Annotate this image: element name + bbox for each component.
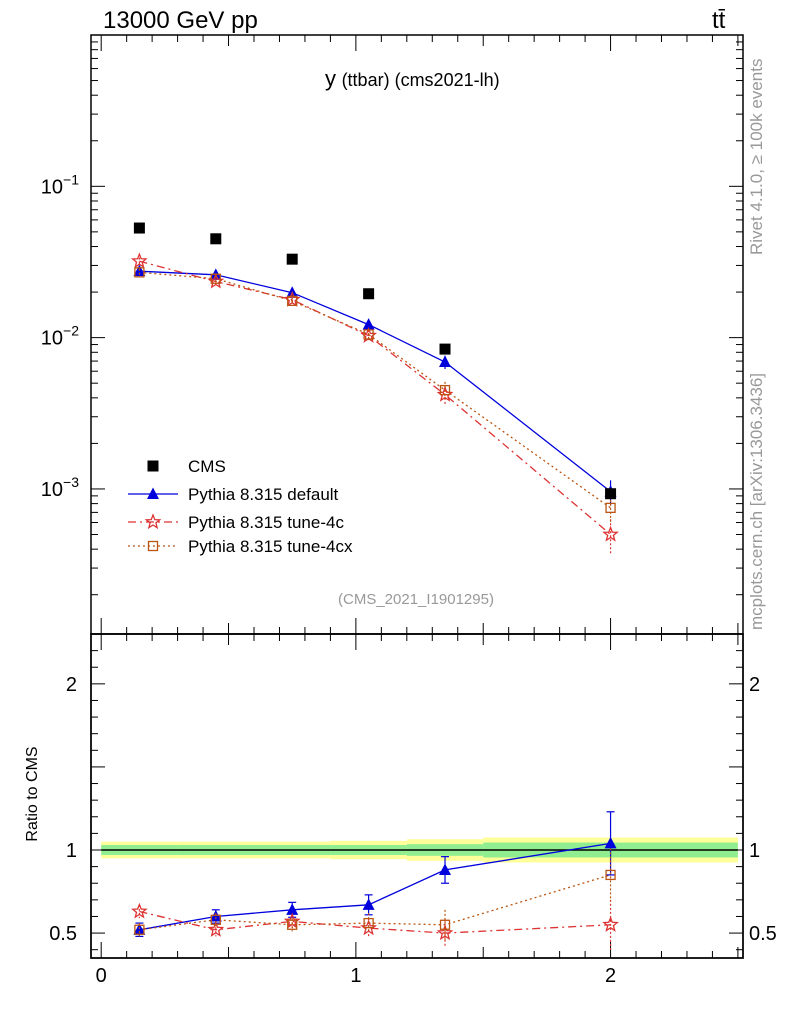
ratio-point-default (286, 903, 299, 915)
main-point-tune4cx (363, 329, 374, 340)
main-line-default (139, 270, 612, 493)
ratio-point-tune4c (283, 912, 301, 929)
ratio-point-default (604, 836, 617, 849)
ratio-xtick-label: 0 (96, 965, 107, 987)
ratio-xtick-label: 1 (350, 965, 361, 987)
ratio-point-tune4c (131, 902, 148, 919)
main-point-tune4cx (134, 267, 145, 278)
plot-title-var: y (325, 66, 336, 91)
legend-marker-cms (147, 460, 159, 472)
legend-marker-tune4cx (147, 540, 159, 552)
main-point-tune4cx (439, 384, 451, 396)
ratio-point-default (362, 898, 375, 910)
ratio-xtick-label: 2 (605, 965, 616, 987)
main-point-cms (286, 253, 298, 265)
ratio-point-tune4c (436, 924, 454, 941)
ratio-line-default (139, 842, 611, 931)
main-point-cms (363, 288, 375, 300)
rivet-label: Rivet 4.1.0, ≥ 100k events (747, 59, 766, 255)
legend-label-cms: CMS (188, 457, 226, 476)
watermark: (CMS_2021_I1901295) (338, 591, 494, 608)
main-ytick-label-base: 10 (41, 176, 63, 198)
ratio-frame-top (90, 633, 744, 959)
ratio-ytick-label-right: 0.5 (749, 923, 777, 945)
ratio-point-tune4c (207, 921, 225, 937)
main-point-tune4cx (210, 273, 221, 284)
legend-label-default: Pythia 8.315 default (188, 485, 339, 504)
ratio-ytick-label: 2 (66, 674, 77, 696)
main-point-cms (439, 343, 451, 355)
main-ytick-label: 10−2 (41, 323, 79, 350)
ratio-line-tune4cx (139, 874, 611, 931)
ratio-ytick-label: 1 (66, 840, 77, 862)
header-final-state: tt̄ (712, 7, 726, 34)
legend-label-tune4cx: Pythia 8.315 tune-4cx (188, 537, 353, 556)
main-point-tune4c (602, 525, 619, 542)
main-ytick-label-exp: −1 (63, 171, 79, 187)
legend-marker-tune4c (144, 513, 162, 530)
mcplots-label: mcplots.cern.ch [arXiv:1306.3436] (747, 373, 766, 630)
ratio-point-tune4cx (210, 914, 221, 925)
main-point-tune4cx (605, 502, 616, 514)
ratio-point-tune4cx (605, 869, 616, 881)
ratio-point-default (439, 863, 452, 875)
plot-title-rest: (ttbar) (cms2021-lh) (342, 70, 500, 90)
ratio-point-tune4cx (287, 919, 298, 930)
main-ytick-label-exp: −3 (63, 474, 79, 490)
main-ytick-label: 10−1 (41, 171, 79, 198)
main-line-tune4c (139, 260, 612, 535)
ratio-point-tune4c (602, 916, 619, 932)
main-point-default (439, 355, 452, 368)
ratio-panel: 0.5 0.5 1 1 2 2 0 1 2 (49, 633, 777, 987)
main-point-cms (133, 222, 145, 234)
header-process: 13000 GeV pp (103, 7, 258, 34)
ratio-ylabel: Ratio to CMS (24, 746, 41, 841)
main-point-cms (210, 233, 222, 245)
ratio-ytick-label: 0.5 (49, 923, 77, 945)
main-ytick-label-base: 10 (41, 328, 63, 350)
ratio-ytick-label-right: 1 (749, 840, 760, 862)
main-point-tune4cx (287, 295, 298, 307)
main-point-tune4c (130, 252, 148, 269)
ratio-point-tune4cx (439, 919, 451, 930)
ratio-line-tune4c (139, 910, 611, 934)
legend-label-tune4c: Pythia 8.315 tune-4c (188, 513, 344, 532)
ratio-frame (90, 633, 744, 959)
ratio-point-tune4cx (363, 917, 374, 929)
legend-marker-default (147, 487, 159, 499)
main-ytick-label-base: 10 (41, 479, 63, 501)
main-point-default (362, 318, 375, 330)
main-ytick-label: 10−3 (41, 474, 79, 501)
ratio-ytick-label-right: 2 (749, 674, 760, 696)
main-panel: 10−110−210−3 (41, 34, 744, 635)
plot-title: y (ttbar) (cms2021-lh) (325, 66, 500, 91)
main-point-cms (605, 488, 617, 500)
main-ytick-label-exp: −2 (63, 323, 79, 339)
legend: CMS Pythia 8.315 default Pythia 8.315 tune… (128, 457, 353, 556)
ratio-point-tune4cx (134, 924, 145, 935)
